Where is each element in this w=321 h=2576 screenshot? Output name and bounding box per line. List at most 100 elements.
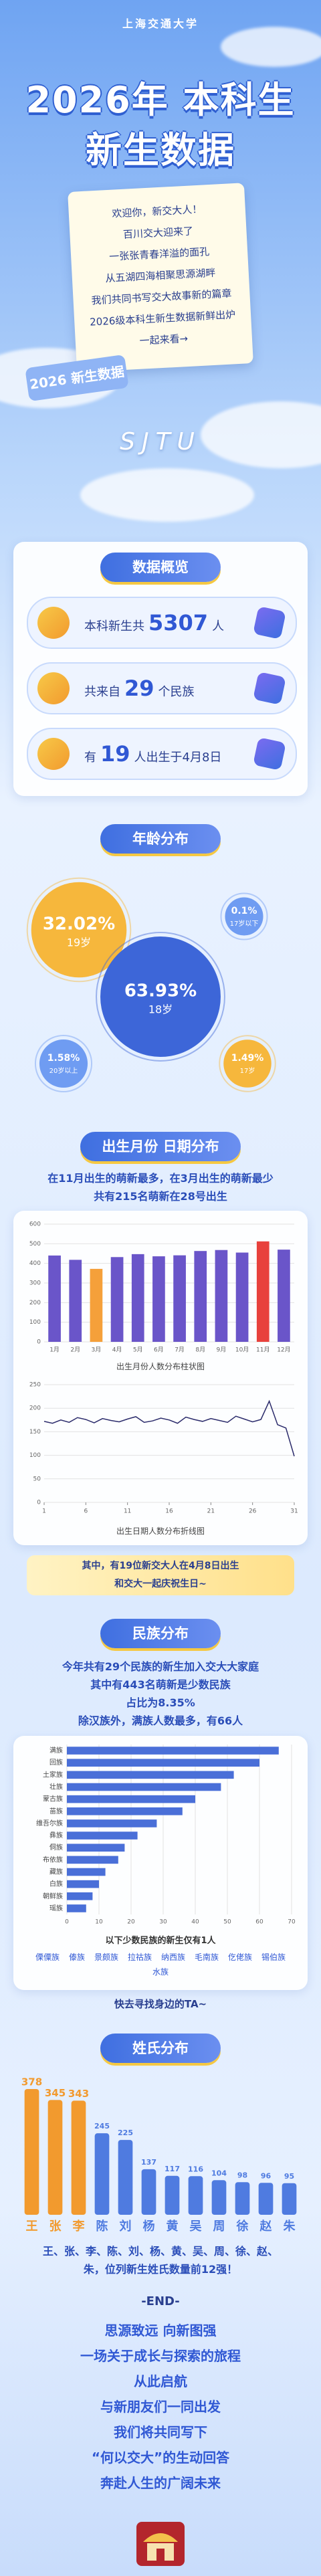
y-tick-label: 100 — [29, 1319, 41, 1326]
bar — [173, 1255, 186, 1342]
single-ethnic: 水族 — [152, 1967, 169, 1977]
cloud — [221, 27, 321, 67]
title-line-2: 新生数据 — [86, 129, 235, 171]
data-label: 378 — [21, 2076, 42, 2088]
x-tick-label: 朱 — [284, 2219, 296, 2234]
single-ethnic: 傈僳族 — [35, 1953, 60, 1962]
x-tick-label: 31 — [290, 1508, 298, 1515]
bar — [110, 1257, 124, 1342]
x-tick-label: 26 — [249, 1508, 257, 1515]
end-line: 奔赴人生的广阔未来 — [100, 2475, 221, 2491]
note-line: 其中，有19位新交大人在4月8日出生 — [82, 1561, 239, 1571]
x-tick-label: 3月 — [92, 1347, 102, 1354]
data-label: 345 — [45, 2087, 66, 2099]
bar — [67, 1831, 138, 1840]
y-tick-label: 0 — [37, 1500, 41, 1506]
bar — [131, 1254, 144, 1342]
age-value: 63.93% — [124, 981, 197, 1001]
age-label: 20岁以上 — [49, 1066, 78, 1075]
emblem-door — [156, 2549, 165, 2561]
y-tick-label: 蒙古族 — [43, 1795, 63, 1803]
bar — [165, 2175, 180, 2215]
x-tick-label: 11月 — [256, 1347, 270, 1354]
birth-text: 共有215名萌新在28号出生 — [94, 1190, 227, 1203]
bar — [67, 1807, 183, 1815]
row-icon — [253, 672, 286, 705]
y-tick-label: 满族 — [49, 1746, 63, 1755]
x-tick-label: 7月 — [175, 1347, 185, 1354]
end-mark: -END- — [141, 2294, 180, 2308]
surname-text: 王、张、李、陈、刘、杨、黄、吴、周、徐、赵、朱，位列新生姓氏数量前12强！ — [42, 2245, 278, 2276]
data-label: 98 — [237, 2171, 247, 2179]
single-ethnic: 傣族 — [68, 1953, 85, 1962]
ethnic-text: 除汉族外，满族人数最多，有66人 — [78, 1714, 243, 1727]
birth-text: 在11月出生的萌新最多，在3月出生的萌新最少 — [47, 1172, 274, 1185]
bar — [67, 1759, 259, 1767]
age-circle — [39, 1039, 88, 1088]
cloud — [201, 401, 321, 468]
x-tick-label: 16 — [165, 1508, 173, 1515]
chart-caption: 出生月份人数分布柱状图 — [116, 1362, 205, 1371]
end-line: 从此启航 — [134, 2373, 187, 2389]
x-tick-label: 2月 — [70, 1347, 80, 1354]
bar — [67, 1771, 234, 1779]
ethnic-text: 今年共有29个民族的新生加入交大大家庭 — [62, 1660, 259, 1673]
y-tick-label: 壮族 — [49, 1783, 63, 1791]
birth-note: 其中，有19位新交大人在4月8日出生 和交大一起庆祝生日~ — [27, 1555, 294, 1595]
bar — [67, 1844, 125, 1852]
single-ethnic: 仡佬族 — [228, 1953, 253, 1962]
bar — [67, 1892, 93, 1900]
ethnic-text: 占比为8.35% — [126, 1696, 195, 1709]
x-tick-label: 4月 — [112, 1347, 122, 1354]
singles-list: 傈僳族 傣族 景颇族 拉祜族 纳西族 毛南族 仡佬族 锡伯族水族 — [27, 1950, 294, 1979]
bar — [67, 1868, 106, 1876]
age-chart: 32.02% 19岁 0.1% 17岁以下 63.93% 18岁 1.58% 20岁以上 1.4… — [26, 877, 276, 1093]
row-number: 5307 — [148, 610, 209, 635]
line-series — [43, 1399, 295, 1457]
section-heading: 年龄分布 — [100, 824, 221, 854]
age-circle-halo — [34, 1034, 93, 1093]
y-tick-label: 150 — [29, 1429, 41, 1435]
bar — [71, 2100, 86, 2215]
section-heading: 姓氏分布 — [100, 2034, 221, 2063]
age-label: 19岁 — [67, 936, 91, 949]
bar — [67, 1819, 157, 1827]
y-tick-label: 彝族 — [49, 1831, 63, 1840]
overview-row: 共来自 29 个民族 — [27, 662, 297, 714]
bar — [69, 1260, 82, 1342]
bar — [235, 1252, 249, 1342]
bar — [141, 2169, 156, 2215]
x-tick-label: 吴 — [190, 2219, 202, 2234]
x-tick-label: 8月 — [195, 1347, 205, 1354]
row-badge — [37, 672, 70, 704]
bar — [67, 1904, 86, 1912]
x-tick-label: 40 — [191, 1919, 199, 1926]
x-tick-label: 1 — [42, 1508, 46, 1515]
y-tick-label: 400 — [29, 1260, 41, 1267]
y-tick-label: 侗族 — [49, 1843, 63, 1852]
age-circle-halo — [26, 877, 132, 983]
age-value: 1.58% — [47, 1053, 80, 1064]
cloud — [80, 468, 254, 522]
section-heading: 民族分布 — [100, 1619, 221, 1648]
bar — [235, 2182, 250, 2215]
row-pre: 共来自 — [84, 685, 120, 699]
age-label: 17岁 — [240, 1066, 255, 1075]
section-heading: 数据概览 — [100, 553, 221, 582]
row-icon — [253, 737, 286, 771]
age-label: 17岁以下 — [230, 919, 259, 928]
bar — [67, 1795, 195, 1803]
single-ethnic: 锡伯族 — [261, 1953, 286, 1962]
y-tick-label: 土家族 — [43, 1770, 63, 1779]
row-text: 有 19 人出生于4月8日 — [84, 729, 221, 783]
x-tick-label: 6 — [84, 1508, 88, 1515]
x-tick-label: 张 — [49, 2219, 62, 2234]
y-tick-label: 500 — [29, 1241, 41, 1248]
chart-caption: 出生日期人数分布折线图 — [116, 1526, 205, 1536]
end-line: 我们将共同写下 — [114, 2424, 207, 2440]
letter-card: 欢迎你，新交大人！ 百川交大迎来了 一张张青春洋溢的面孔 从五湖四海相聚思源湖畔 我们共… — [68, 183, 253, 373]
x-tick-label: 60 — [255, 1919, 263, 1926]
age-value: 1.49% — [231, 1053, 264, 1064]
age-circle — [31, 882, 127, 978]
